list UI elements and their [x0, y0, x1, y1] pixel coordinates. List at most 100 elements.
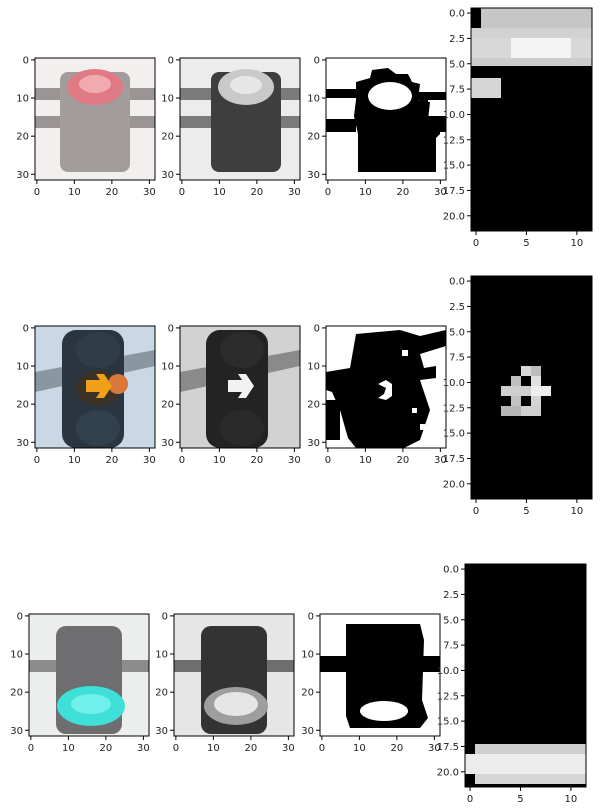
row3-gray-image	[174, 614, 294, 736]
x-tick-label: 0	[179, 455, 185, 466]
axes-r2-grayscale: 0 10 20 30 0 10 20 30	[161, 323, 300, 466]
axes-frame	[34, 57, 156, 181]
x-tick-label: 10	[68, 455, 81, 466]
axes-r2-binary: 0 10 20 30 0 10 20 30	[307, 323, 446, 466]
x-tick-label: 10	[207, 743, 220, 754]
axes-frame	[470, 275, 593, 500]
y-tick-label: 20	[307, 400, 320, 411]
x-tick-label: 10	[359, 455, 372, 466]
x-tick-label: 5	[523, 506, 529, 517]
y-tick-label: 5.0	[443, 615, 459, 626]
x-tick-label: 0	[325, 187, 331, 198]
axes-r1-rgb: 0 10 20 30 0 10 20 30	[16, 55, 155, 198]
row1-rgb-image	[35, 58, 155, 180]
x-tick-label: 5	[517, 794, 523, 805]
y-tick-label: 10	[16, 94, 29, 105]
axes-frame	[325, 57, 447, 181]
x-tick-label: 20	[391, 743, 404, 754]
axes-r1-crop: 0 5 10 0.0 2.5 5.0 7.5 10.0 12.5 15.0 17.5 20.0	[443, 7, 593, 249]
x-tick-label: 20	[106, 455, 119, 466]
y-tick-label: 10.0	[443, 110, 465, 121]
y-tick-label: 30	[161, 438, 174, 449]
y-tick-label: 15.0	[437, 717, 459, 728]
y-tick-label: 20	[301, 688, 314, 699]
y-tick-label: 20	[10, 688, 23, 699]
y-tick-label: 30	[301, 726, 314, 737]
x-tick-label: 0	[28, 743, 34, 754]
y-tick-label: 10	[10, 650, 23, 661]
y-tick-label: 10	[161, 362, 174, 373]
axes-r3-crop: 0 5 10 0.0 2.5 5.0 7.5 10.0 12.5 15.0 17.5 20.0	[437, 563, 587, 805]
row3-rgb-image	[29, 614, 149, 736]
row2-crop-image	[471, 276, 592, 499]
y-tick-label: 5.0	[449, 327, 465, 338]
y-tick-label: 0.0	[449, 9, 465, 20]
axes-frame	[34, 325, 156, 449]
x-tick-label: 20	[245, 743, 258, 754]
axes-frame	[319, 613, 441, 737]
y-tick-label: 0	[314, 55, 320, 66]
y-tick-label: 0.0	[449, 277, 465, 288]
y-tick-label: 0	[23, 55, 29, 66]
y-tick-label: 12.5	[437, 691, 459, 702]
y-tick-label: 20.0	[437, 767, 459, 778]
y-tick-label: 0	[308, 611, 314, 622]
y-tick-label: 0	[168, 55, 174, 66]
y-tick-label: 10	[161, 94, 174, 105]
x-tick-label: 10	[62, 743, 75, 754]
x-tick-label: 10	[571, 506, 584, 517]
row1-crop-image	[471, 8, 592, 231]
row2-gray-image	[180, 326, 300, 448]
x-tick-label: 0	[173, 743, 179, 754]
x-tick-label: 10	[353, 743, 366, 754]
y-tick-label: 20	[307, 132, 320, 143]
y-tick-label: 30	[155, 726, 168, 737]
y-tick-label: 30	[10, 726, 23, 737]
y-tick-label: 2.5	[449, 34, 465, 45]
x-tick-label: 10	[213, 187, 226, 198]
x-tick-label: 10	[565, 794, 578, 805]
x-tick-label: 20	[251, 455, 264, 466]
y-tick-label: 0	[162, 611, 168, 622]
x-tick-label: 10	[213, 455, 226, 466]
y-tick-label: 20	[155, 688, 168, 699]
y-tick-label: 10	[16, 362, 29, 373]
x-tick-label: 0	[319, 743, 325, 754]
row3-crop-image	[465, 564, 586, 787]
x-tick-label: 10	[359, 187, 372, 198]
axes-frame	[325, 325, 447, 449]
x-tick-label: 20	[251, 187, 264, 198]
y-tick-label: 0.0	[443, 565, 459, 576]
x-tick-label: 20	[106, 187, 119, 198]
y-tick-label: 10.0	[443, 378, 465, 389]
axes-r3-grayscale: 0 10 20 30 0 10 20 30	[155, 611, 294, 754]
y-tick-label: 0	[314, 323, 320, 334]
axes-r3-rgb: 0 10 20 30 0 10 20 30	[10, 611, 149, 754]
x-tick-label: 0	[467, 794, 473, 805]
x-tick-label: 0	[325, 455, 331, 466]
x-tick-label: 0	[179, 187, 185, 198]
y-tick-label: 0	[168, 323, 174, 334]
axes-frame	[179, 57, 301, 181]
x-tick-label: 5	[523, 238, 529, 249]
x-tick-label: 30	[143, 455, 156, 466]
row2-rgb-image	[35, 326, 155, 448]
y-tick-label: 10	[155, 650, 168, 661]
row2-binary-image	[326, 326, 446, 448]
x-tick-label: 30	[288, 187, 301, 198]
y-tick-label: 5.0	[449, 59, 465, 70]
y-tick-label: 2.5	[443, 590, 459, 601]
row3-binary-image	[320, 614, 440, 736]
y-tick-label: 30	[16, 170, 29, 181]
axes-frame	[470, 7, 593, 232]
y-tick-label: 12.5	[443, 403, 465, 414]
x-tick-label: 20	[397, 187, 410, 198]
y-tick-label: 17.5	[443, 454, 465, 465]
axes-frame	[179, 325, 301, 449]
axes-frame	[173, 613, 295, 737]
axes-frame	[28, 613, 150, 737]
x-tick-label: 10	[68, 187, 81, 198]
y-tick-label: 20	[16, 132, 29, 143]
y-tick-label: 20.0	[443, 479, 465, 490]
axes-frame	[464, 563, 587, 788]
